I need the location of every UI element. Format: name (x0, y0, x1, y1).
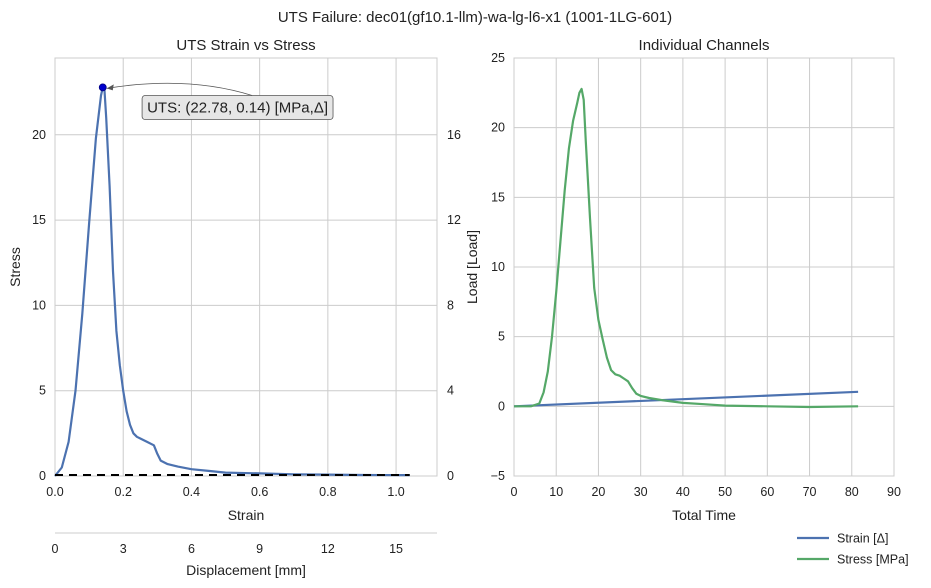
right-x-tick-label: 60 (760, 485, 774, 499)
right-x-tick-label: 30 (634, 485, 648, 499)
right-x-tick-label: 20 (591, 485, 605, 499)
uts-annotation-box (141, 95, 334, 120)
legend-label: Strain [Δ] (837, 532, 888, 546)
left-x-tick-label: 0.0 (46, 485, 63, 499)
right-x-tick-label: 40 (676, 485, 690, 499)
left-x-tick-label: 0.6 (251, 485, 268, 499)
displacement-tick-label: 0 (52, 542, 59, 556)
left-series-layer (54, 86, 410, 477)
left-plot-area (54, 57, 438, 477)
load-tick-label: 12 (447, 213, 461, 227)
right-chart-title: Individual Channels (639, 37, 770, 54)
strain-series-line (513, 390, 859, 408)
load-tick-label: 8 (447, 298, 454, 312)
right-y-tick-label: −5 (491, 469, 505, 483)
right-tick-labels: 0 10 20 30 40 50 60 70 80 90 −5 0 5 10 15 20 25 (491, 51, 901, 499)
right-x-tick-label: 70 (803, 485, 817, 499)
right-x-tick-label: 50 (718, 485, 732, 499)
uts-marker (98, 83, 107, 92)
left-y-tick-label: 5 (39, 384, 46, 398)
displacement-tick-label: 3 (120, 542, 127, 556)
left-x-axis-label: Strain (228, 507, 265, 523)
stress-series-line (514, 87, 859, 409)
figure-suptitle: UTS Failure: dec01(gf10.1-llm)-wa-lg-l6-… (278, 9, 672, 26)
displacement-tick-label: 15 (389, 542, 403, 556)
uts-annotation-group: UTS: (22.78, 0.14) [MPa,Δ] (98, 82, 334, 120)
uts-annotation-arrowhead (106, 84, 114, 91)
left-chart-title: UTS Strain vs Stress (176, 37, 315, 54)
left-x-tick-label: 0.2 (115, 485, 132, 499)
right-series-layer (513, 87, 859, 409)
right-x-tick-label: 0 (511, 485, 518, 499)
displacement-tick-labels: 0 3 6 9 12 15 (52, 542, 404, 556)
left-x-tick-label: 1.0 (387, 485, 404, 499)
right-y-tick-label: 5 (498, 330, 505, 344)
left-x-tick-label: 0.4 (183, 485, 200, 499)
right-x-tick-label: 10 (549, 485, 563, 499)
legend-label: Stress [MPa] (837, 553, 909, 567)
right-y-tick-label: 20 (491, 121, 505, 135)
right-legend: Strain [Δ] Stress [MPa] (797, 532, 909, 567)
uts-annotation-arrow (106, 82, 253, 96)
displacement-tick-label: 9 (256, 542, 263, 556)
displacement-tick-label: 6 (188, 542, 195, 556)
right-y-tick-label: 25 (491, 51, 505, 65)
load-tick-label: 4 (447, 384, 454, 398)
displacement-axis-label: Displacement [mm] (186, 562, 306, 578)
uts-annotation-text: UTS: (22.78, 0.14) [MPa,Δ] (147, 99, 328, 116)
load-tick-label: 16 (447, 128, 461, 142)
right-y-tick-label: 10 (491, 260, 505, 274)
left-y-tick-label: 10 (32, 298, 46, 312)
right-x-axis-label: Total Time (672, 507, 736, 523)
left-y-axis-label: Stress (7, 247, 23, 287)
right-y-tick-label: 15 (491, 190, 505, 204)
right-y-tick-label: 0 (498, 399, 505, 413)
load-axis-label: Load [Load] (464, 230, 480, 304)
left-x-tick-label: 0.8 (319, 485, 336, 499)
right-x-tick-label: 90 (887, 485, 901, 499)
left-chart: 0.0 0.2 0.4 0.6 0.8 1.0 0 5 10 15 20 0 4 8 12 16 UTS St… (7, 37, 480, 578)
load-tick-label: 0 (447, 469, 454, 483)
right-chart: 0 10 20 30 40 50 60 70 80 90 −5 0 5 10 15 20 25 Individu… (491, 37, 909, 567)
displacement-tick-label: 12 (321, 542, 335, 556)
left-y-tick-label: 15 (32, 213, 46, 227)
left-tick-labels: 0.0 0.2 0.4 0.6 0.8 1.0 0 5 10 15 20 0 4 8 12 16 (32, 128, 461, 499)
left-y-tick-label: 20 (32, 128, 46, 142)
stress-strain-line (54, 86, 410, 477)
left-y-tick-label: 0 (39, 469, 46, 483)
right-x-tick-label: 80 (845, 485, 859, 499)
